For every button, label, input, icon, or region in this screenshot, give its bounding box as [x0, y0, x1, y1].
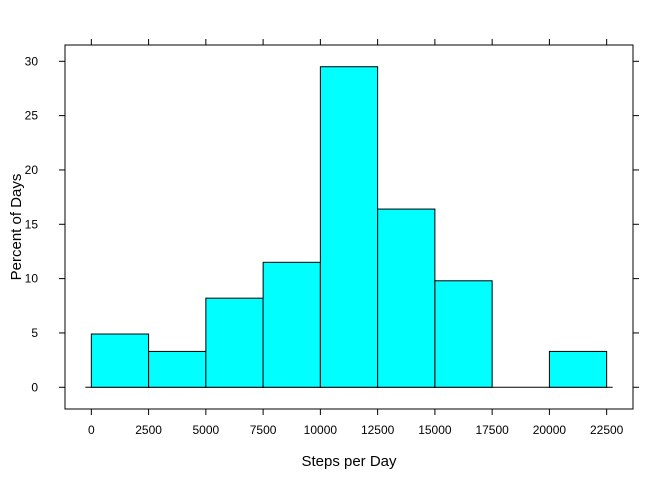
x-tick-label-3: 7500	[250, 423, 277, 437]
x-tick-label-2: 5000	[193, 423, 220, 437]
y-tick-label-0: 0	[31, 380, 38, 394]
y-tick-label-4: 20	[25, 163, 39, 177]
x-tick-label-6: 15000	[418, 423, 452, 437]
plot-panel-border	[64, 44, 634, 410]
ticks-group: 0 2500 5000 7500 10000 12500 15000 17500 20000 22…	[25, 39, 639, 437]
histogram-bar-4	[319, 66, 379, 388]
bars-group	[85, 66, 613, 388]
histogram-bar-8	[548, 350, 608, 388]
histogram-bar-1	[148, 350, 207, 388]
histogram-bar-6	[434, 280, 493, 388]
x-axis-title: Steps per Day	[301, 453, 397, 470]
x-tick-label-8: 20000	[533, 423, 567, 437]
x-tick-label-9: 22500	[590, 423, 624, 437]
y-tick-label-1: 5	[31, 326, 38, 340]
y-tick-label-3: 15	[25, 217, 39, 231]
x-tick-label-1: 2500	[135, 423, 162, 437]
histogram-bar-5	[377, 208, 436, 388]
histogram-bar-0	[90, 333, 150, 388]
histogram-bar-3	[262, 261, 321, 388]
y-tick-label-6: 30	[25, 54, 39, 68]
histogram-bar-2	[205, 297, 264, 388]
x-tick-label-4: 10000	[304, 423, 338, 437]
x-tick-label-0: 0	[88, 423, 95, 437]
x-tick-label-7: 17500	[475, 423, 509, 437]
y-tick-label-5: 25	[25, 109, 39, 123]
y-tick-label-2: 10	[25, 272, 39, 286]
x-tick-label-5: 12500	[361, 423, 395, 437]
y-axis-title: Percent of Days	[8, 174, 25, 281]
